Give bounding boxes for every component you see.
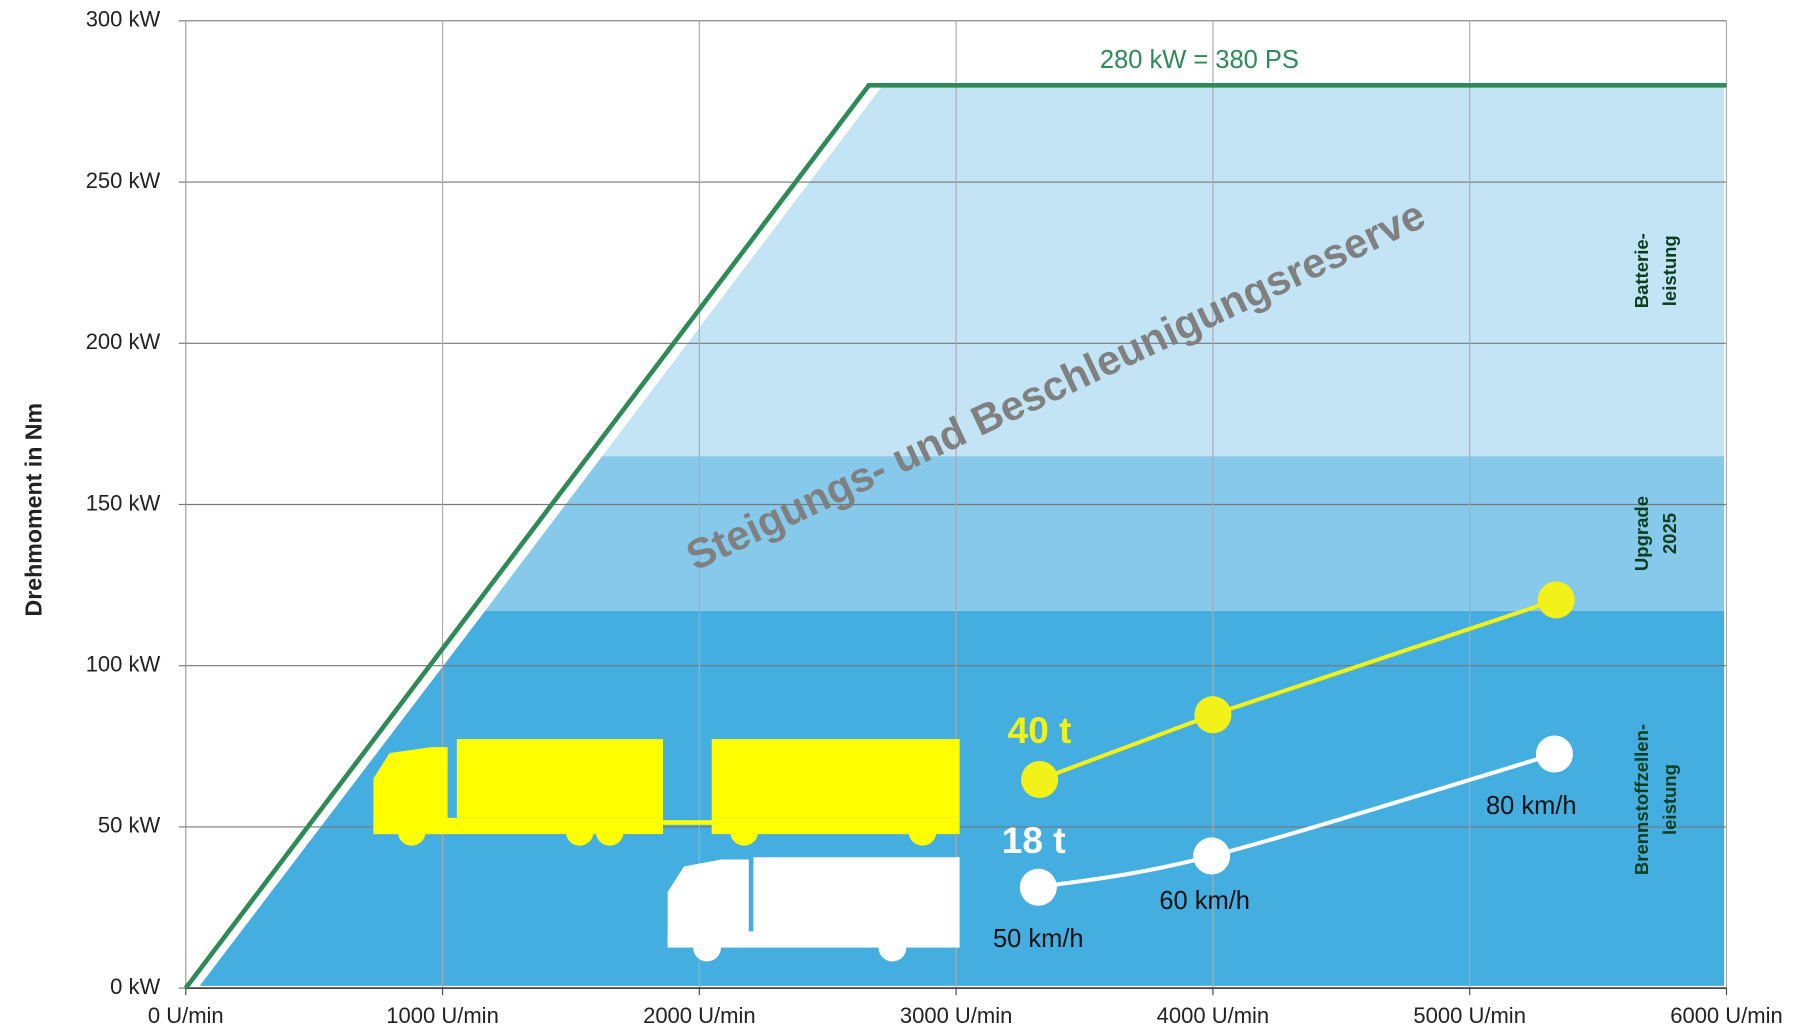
point-label: 60 km/h xyxy=(1159,887,1250,915)
data-point xyxy=(1535,735,1573,773)
x-tick-label: 0 U/min xyxy=(148,1003,224,1028)
truck-icons xyxy=(373,739,960,962)
y-tick-label: 150 kW xyxy=(86,490,161,515)
y-axis-label: Drehmoment in Nm xyxy=(20,403,46,617)
x-tick-label: 4000 U/min xyxy=(1157,1003,1270,1028)
truck-40t xyxy=(373,739,960,846)
data-point xyxy=(1019,868,1057,906)
data-point xyxy=(1537,581,1575,619)
series-line xyxy=(1037,752,1556,890)
marks xyxy=(183,83,1727,990)
band xyxy=(199,610,1725,986)
x-tick-label: 3000 U/min xyxy=(900,1003,1013,1028)
x-tick-label: 5000 U/min xyxy=(1413,1003,1526,1028)
data-point xyxy=(1021,760,1059,799)
band xyxy=(602,85,1725,457)
series-name: 40 t xyxy=(1008,709,1072,751)
point-label: 50 km/h xyxy=(993,925,1084,953)
band-label: Brennstoffzellen- xyxy=(1631,724,1652,875)
truck-18t xyxy=(667,857,960,962)
x-tick-label: 1000 U/min xyxy=(386,1003,499,1028)
data-point xyxy=(1194,696,1232,734)
envelope-line xyxy=(183,83,1727,990)
data-point xyxy=(1193,837,1231,875)
y-tick-label: 50 kW xyxy=(98,813,161,838)
x-tick-label: 2000 U/min xyxy=(643,1003,756,1028)
bands xyxy=(199,85,1725,986)
x-tick-label: 6000 U/min xyxy=(1670,1003,1783,1028)
band-label: 2025 xyxy=(1659,513,1680,554)
grid xyxy=(178,20,1728,996)
series-name: 18 t xyxy=(1002,819,1066,861)
y-tick-label: 200 kW xyxy=(86,329,161,354)
band-label: leistung xyxy=(1659,764,1680,835)
y-tick-label: 300 kW xyxy=(86,7,161,32)
y-tick-label: 250 kW xyxy=(86,168,161,193)
band xyxy=(485,456,1725,611)
y-tick-label: 0 kW xyxy=(110,974,160,999)
point-label: 80 km/h xyxy=(1486,792,1577,820)
envelope-label: 280 kW = 380 PS xyxy=(1100,46,1299,74)
band-label: Batterie- xyxy=(1631,233,1652,308)
band-label: Upgrade xyxy=(1631,496,1652,571)
y-tick-label: 100 kW xyxy=(86,652,161,677)
band-label: leistung xyxy=(1659,235,1680,306)
